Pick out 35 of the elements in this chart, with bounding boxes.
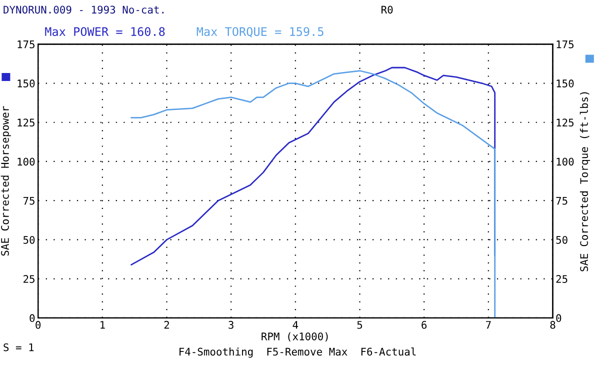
y2-tick-label: 100	[556, 158, 574, 166]
text: Max TORQUE = 159.5	[196, 27, 324, 38]
x-tick-label: 4	[292, 321, 298, 329]
x-tick-label: 2	[164, 320, 169, 329]
text: Max POWER = 160.8	[45, 27, 165, 36]
y2-tick-label: 0	[556, 314, 562, 322]
text: F4-Smoothing F5-Remove Max F6-Actual	[180, 347, 416, 358]
x-tick-label: 7	[486, 321, 491, 329]
y-tick-label: 25	[24, 275, 34, 283]
y2-tick-label: 125	[556, 118, 574, 127]
text: R0	[382, 6, 393, 14]
y2-tick-label: 150	[556, 80, 574, 88]
y-tick-label: 175	[18, 40, 34, 48]
y-tick-label: 50	[23, 236, 35, 244]
x-tick-label: 5	[357, 321, 362, 329]
y-tick-label: 125	[18, 118, 34, 127]
x-tick-label: 3	[228, 320, 234, 329]
y2-tick-label: 175	[556, 40, 574, 48]
x-axis-title: RPM (x1000)	[262, 332, 328, 342]
x-tick-label: 0	[36, 320, 41, 329]
line-series	[130, 70, 496, 318]
y-tick-label: 0	[30, 314, 35, 322]
y-tick-label: 150	[18, 80, 35, 88]
x-tick-label: 6	[422, 320, 427, 329]
y-tick-label: 100	[18, 158, 35, 166]
y2-tick-label: 50	[556, 236, 568, 244]
x-tick-label: 8	[550, 320, 556, 329]
text: S = 1	[4, 343, 34, 352]
y2-tick-label: 75	[556, 196, 568, 205]
chart-title: DYNORUN.009 - 1993 No-cat.	[4, 6, 164, 14]
x-tick-label: 1	[100, 321, 105, 329]
y-tick-label: 75	[23, 196, 34, 205]
y2-tick-label: 25	[556, 275, 568, 283]
y-axis-title: SAE Corrected Horsepower	[0, 106, 11, 256]
y2-axis-title: SAE Corrected Torque (ft-lbs)	[580, 92, 590, 272]
